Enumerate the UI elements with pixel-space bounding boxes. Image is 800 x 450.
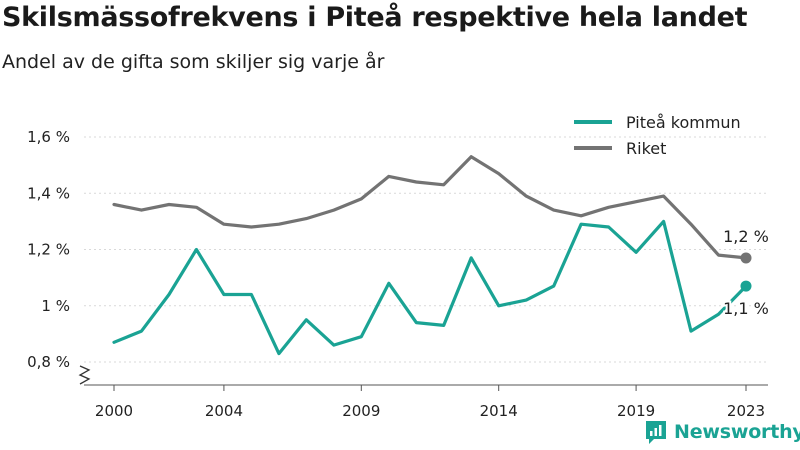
x-tick-label: 2023: [727, 402, 765, 420]
brand: Newsworthy: [644, 418, 800, 446]
legend-label-riket: Riket: [626, 139, 666, 158]
series-line-riket: [112, 155, 748, 260]
x-tick-label: 2014: [480, 402, 518, 420]
y-tick-label: 1 %: [41, 297, 70, 315]
legend-label-pitea: Piteå kommun: [626, 113, 741, 132]
series-endpoint-riket: [740, 252, 752, 264]
series-endpoint-pitea: [740, 280, 752, 292]
end-label-riket: 1,2 %: [723, 227, 769, 246]
y-tick-label: 1,2 %: [27, 241, 70, 259]
x-tick-label: 2004: [205, 402, 243, 420]
y-tick-label: 1,4 %: [27, 184, 70, 202]
x-tick-label: 2019: [617, 402, 655, 420]
chart-title: Skilsmässofrekvens i Piteå respektive he…: [2, 2, 748, 33]
chart-subtitle: Andel av de gifta som skiljer sig varje …: [2, 51, 385, 73]
x-tick-label: 2009: [342, 402, 380, 420]
brand-name: Newsworthy: [674, 421, 800, 443]
end-label-pitea: 1,1 %: [723, 299, 769, 318]
x-tick-label: 2000: [95, 402, 133, 420]
y-tick-label: 1,6 %: [27, 128, 70, 146]
y-tick-label: 0,8 %: [27, 353, 70, 371]
axis-break-icon: [78, 365, 91, 385]
series-line-pitea: [112, 219, 748, 356]
newsworthy-logo-icon: [646, 421, 666, 444]
